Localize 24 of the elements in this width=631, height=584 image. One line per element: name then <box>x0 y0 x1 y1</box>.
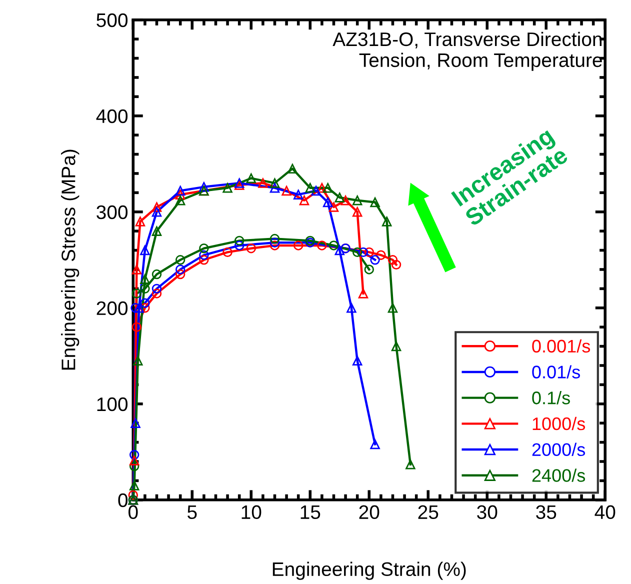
x-tick-label: 25 <box>418 505 438 520</box>
legend-label: 2400/s <box>532 468 586 482</box>
x-tick-label: 0 <box>128 505 138 520</box>
y-tick-label: 100 <box>97 397 128 412</box>
y-tick-label: 300 <box>96 205 128 220</box>
x-tick-label: 5 <box>188 505 197 520</box>
x-tick-label: 10 <box>242 505 262 520</box>
legend-label: 0.001/s <box>532 339 590 353</box>
x-tick-label: 40 <box>594 505 616 520</box>
legend-label: 2000/s <box>532 442 586 456</box>
legend-label: 0.1/s <box>532 391 570 404</box>
legend-label: 0.01/s <box>532 365 580 378</box>
y-tick-label: 200 <box>96 301 128 316</box>
y-tick-label: 500 <box>96 13 128 28</box>
x-tick-label: 35 <box>536 505 556 520</box>
legend-label: 1000/s <box>532 416 586 430</box>
x-tick-label: 15 <box>300 505 320 520</box>
y-tick-label: 400 <box>96 109 128 124</box>
annotation: AZ31B-O, Transverse Direction Tension, Room Temperature <box>332 32 602 71</box>
x-tick-label: 30 <box>477 505 498 520</box>
x-axis-title: Engineering Strain (%) <box>272 562 466 580</box>
y-axis-title: Engineering Stress (MPa) <box>61 150 80 370</box>
y-tick-label: 0 <box>118 493 128 508</box>
x-tick-label: 20 <box>359 505 380 520</box>
